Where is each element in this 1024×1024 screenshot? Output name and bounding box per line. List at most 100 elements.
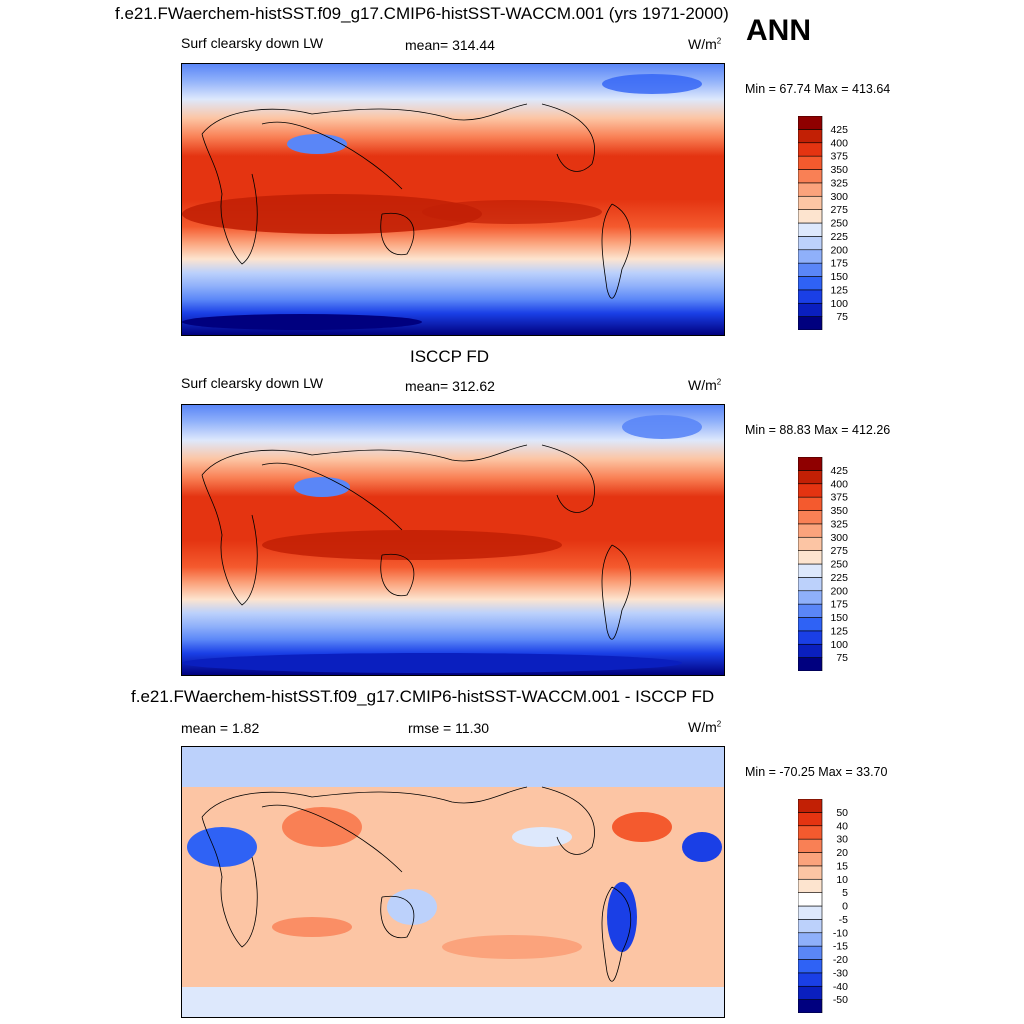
panel1-colorbar-swatch xyxy=(798,155,823,170)
panel3-colorbar-swatch xyxy=(798,878,823,893)
panel2-colorbar-swatch xyxy=(798,577,823,592)
panel3-colorbar-label: 5 xyxy=(842,887,848,899)
panel1-colorbar-label: 75 xyxy=(836,311,848,323)
panel3-colorbar-swatch xyxy=(798,799,823,813)
panel3-colorbar-label: -50 xyxy=(833,994,848,1006)
panel1-colorbar-label: 225 xyxy=(830,231,848,243)
panel3-colorbar-swatch xyxy=(798,905,823,920)
panel3-colorbar-swatch xyxy=(798,865,823,880)
panel3-colorbar-label: -20 xyxy=(833,954,848,966)
panel3-colorbar: -50 -40 -30 -20 -15 -10 -5 0 5 10 15 20 30 40 50 xyxy=(798,799,868,1013)
panel2-colorbar-swatch xyxy=(798,617,823,632)
panel3-colorbar-swatch xyxy=(798,945,823,960)
panel2-colorbar-label: 200 xyxy=(830,585,848,597)
panel2-colorbar-label: 175 xyxy=(830,599,848,611)
panel1-variable: Surf clearsky down LW xyxy=(181,35,324,51)
panel1-colorbar-label: 250 xyxy=(830,218,848,230)
panel3-colorbar-label: -10 xyxy=(833,927,848,939)
panel1-colorbar-label: 375 xyxy=(830,151,848,163)
panel2-colorbar-label: 350 xyxy=(830,505,848,517)
panel3-colorbar-label: 50 xyxy=(836,807,848,819)
panel1-colorbar-label: 125 xyxy=(830,284,848,296)
panel3-colorbar-swatch xyxy=(798,959,823,974)
panel1-colorbar-swatch xyxy=(798,276,823,291)
panel1-colorbar-swatch xyxy=(798,195,823,210)
panel3-map xyxy=(181,746,725,1018)
panel2-variable: Surf clearsky down LW xyxy=(181,375,324,391)
panel2-colorbar-label: 250 xyxy=(830,559,848,571)
panel3-title: f.e21.FWaerchem-histSST.f09_g17.CMIP6-hi… xyxy=(131,687,715,706)
panel2-map xyxy=(181,404,725,676)
panel2-colorbar-swatch xyxy=(798,603,823,618)
panel2-map-svg xyxy=(182,405,724,675)
panel1-colorbar-label: 350 xyxy=(830,164,848,176)
panel3-colorbar-swatch xyxy=(798,999,823,1013)
panel2-colorbar-swatch xyxy=(798,496,823,511)
panel1-colorbar-swatch xyxy=(798,209,823,224)
panel2-colorbar-swatch xyxy=(798,536,823,551)
panel3-colorbar-label: 0 xyxy=(842,901,848,913)
panel3-colorbar-label: -40 xyxy=(833,981,848,993)
panel2-colorbar-swatch xyxy=(798,657,823,671)
panel3-colorbar-label: -5 xyxy=(839,914,848,926)
panel1-colorbar-label: 300 xyxy=(830,191,848,203)
panel2-colorbar-swatch xyxy=(798,550,823,565)
panel1-colorbar-label: 150 xyxy=(830,271,848,283)
panel1-colorbar-label: 425 xyxy=(830,124,848,136)
panel2-colorbar-swatch xyxy=(798,643,823,658)
panel1-colorbar-swatch xyxy=(798,249,823,264)
panel3-colorbar-swatch xyxy=(798,972,823,987)
panel1-map xyxy=(181,63,725,336)
panel3-mean: mean = 1.82 xyxy=(181,720,260,736)
panel2-colorbar-swatch xyxy=(798,630,823,645)
panel3-colorbar-label: 15 xyxy=(836,860,848,872)
panel2-colorbar-label: 375 xyxy=(830,492,848,504)
panel1-colorbar-swatch xyxy=(798,236,823,251)
panel3-map-svg xyxy=(182,747,724,1017)
panel2-colorbar-label: 225 xyxy=(830,572,848,584)
panel3-colorbar-swatch xyxy=(798,825,823,840)
panel2-colorbar-label: 100 xyxy=(830,639,848,651)
panel1-colorbar-swatch xyxy=(798,169,823,184)
panel3-colorbar-label: 20 xyxy=(836,847,848,859)
panel1-colorbar-swatch xyxy=(798,142,823,157)
panel2-units: W/m2 xyxy=(688,377,722,393)
panel1-colorbar-swatch xyxy=(798,222,823,237)
panel1-map-svg xyxy=(182,64,724,335)
panel3-minmax: Min = -70.25 Max = 33.70 xyxy=(745,765,888,779)
panel1-minmax: Min = 67.74 Max = 413.64 xyxy=(745,82,891,96)
panel1-colorbar-label: 325 xyxy=(830,177,848,189)
panel3-colorbar-swatch xyxy=(798,892,823,907)
panel2-colorbar-label: 300 xyxy=(830,532,848,544)
panel2-colorbar-swatch xyxy=(798,483,823,498)
panel1-colorbar-swatch xyxy=(798,116,823,130)
panel2-colorbar-label: 150 xyxy=(830,612,848,624)
panel1-colorbar-label: 200 xyxy=(830,244,848,256)
panel3-units: W/m2 xyxy=(688,719,722,735)
panel2-minmax: Min = 88.83 Max = 412.26 xyxy=(745,423,891,437)
panel3-colorbar-label: -30 xyxy=(833,967,848,979)
panel3-colorbar-swatch xyxy=(798,852,823,867)
panel2-colorbar-swatch xyxy=(798,457,823,471)
figure-title: f.e21.FWaerchem-histSST.f09_g17.CMIP6-hi… xyxy=(115,4,729,23)
panel2-colorbar-swatch xyxy=(798,470,823,485)
season-label: ANN xyxy=(746,14,811,47)
panel3-colorbar-label: 10 xyxy=(836,874,848,886)
panel2-colorbar-label: 400 xyxy=(830,478,848,490)
panel1-colorbar-swatch xyxy=(798,129,823,144)
panel3-colorbar-swatch xyxy=(798,932,823,947)
panel1-colorbar-label: 400 xyxy=(830,137,848,149)
panel2-colorbar-swatch xyxy=(798,590,823,605)
panel1-colorbar-swatch xyxy=(798,302,823,317)
panel1-colorbar: 75 100 125 150 175 200 225 250 275 300 325 350 375 40… xyxy=(798,116,868,330)
panel3-colorbar-label: -15 xyxy=(833,941,848,953)
panel3-rmse: rmse = 11.30 xyxy=(408,720,490,736)
panel1-mean: mean= 314.44 xyxy=(405,37,495,53)
panel1-colorbar-swatch xyxy=(798,289,823,304)
panel1-colorbar-label: 275 xyxy=(830,204,848,216)
panel3-colorbar-swatch xyxy=(798,838,823,853)
panel2-colorbar-swatch xyxy=(798,523,823,538)
